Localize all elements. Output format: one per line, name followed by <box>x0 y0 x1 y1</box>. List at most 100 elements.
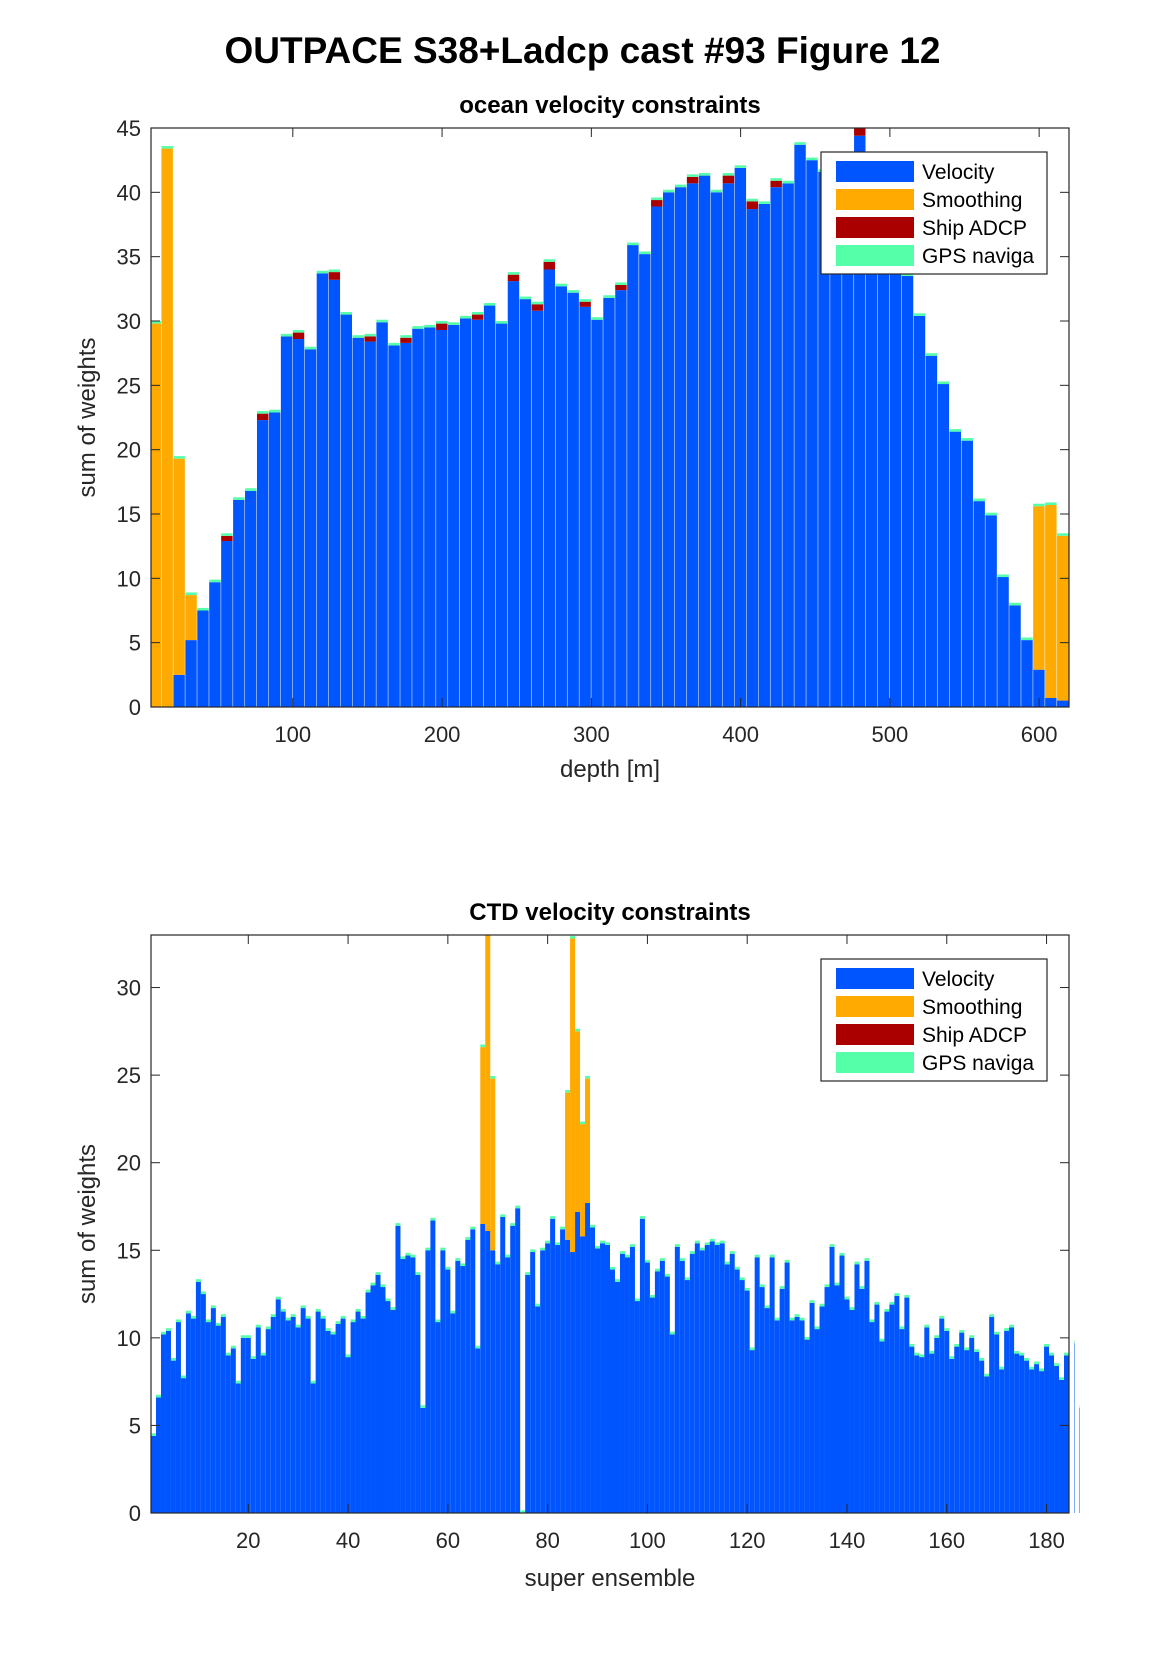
bar-velocity-124 <box>764 1308 770 1513</box>
bar-gps-naviga-64 <box>465 1237 471 1240</box>
y-tick-label: 15 <box>117 1238 141 1263</box>
bar-velocity-60 <box>445 1269 451 1513</box>
bar-gps-naviga-65 <box>470 1226 476 1230</box>
bar-gps-naviga-28 <box>471 311 484 315</box>
bar-gps-naviga-70 <box>495 1261 501 1265</box>
bar-ship-adcp-19 <box>364 336 377 342</box>
bar-velocity-166 <box>974 1351 980 1513</box>
bar-ship-adcp-25 <box>436 323 449 331</box>
bar-ship-adcp-31 <box>507 274 520 282</box>
bar-velocity-47 <box>698 175 711 707</box>
bar-velocity-9 <box>245 490 257 707</box>
bar-gps-naviga-49 <box>390 1307 396 1310</box>
bar-gps-naviga-14 <box>304 346 317 350</box>
bar-velocity-27 <box>280 1311 286 1513</box>
x-tick-label: 60 <box>436 1528 460 1553</box>
bar-gps-naviga-93 <box>610 1266 615 1270</box>
bar-gps-naviga-162 <box>954 1343 960 1347</box>
bar-velocity-50 <box>734 167 747 708</box>
bar-velocity-100 <box>644 1262 650 1513</box>
bar-gps-naviga-5 <box>197 607 210 611</box>
bar-velocity-32 <box>305 1318 311 1513</box>
bar-velocity-114 <box>714 1245 720 1513</box>
bar-velocity-138 <box>834 1285 840 1513</box>
bar-gps-naviga-186 <box>1073 1340 1075 1344</box>
bar-gps-naviga-38 <box>335 1321 341 1324</box>
bar-gps-naviga-31 <box>300 1305 306 1309</box>
bar-velocity-31 <box>300 1308 306 1513</box>
bar-velocity-118 <box>734 1269 740 1513</box>
bar-velocity-176 <box>1024 1360 1030 1513</box>
bar-velocity-110 <box>694 1243 700 1513</box>
bar-velocity-56 <box>806 160 819 707</box>
bar-gps-naviga-51 <box>400 1256 406 1260</box>
x-tick-label: 100 <box>274 722 311 747</box>
legend-swatch-smoothing <box>836 996 914 1017</box>
top-y-axis-label: sum of weights <box>74 337 101 497</box>
bar-velocity-94 <box>614 1281 620 1513</box>
bar-gps-naviga-82 <box>555 1242 561 1246</box>
bar-velocity-4 <box>165 1330 171 1513</box>
bar-gps-naviga-104 <box>664 1273 670 1277</box>
bar-gps-naviga-1 <box>151 1433 156 1436</box>
bar-gps-naviga-59 <box>440 1247 446 1251</box>
bar-velocity-76 <box>1045 697 1058 707</box>
bar-gps-naviga-108 <box>684 1277 690 1281</box>
bar-gps-naviga-50 <box>395 1223 401 1226</box>
bar-gps-naviga-48 <box>385 1298 391 1302</box>
bar-gps-naviga-167 <box>979 1357 985 1361</box>
bar-velocity-34 <box>543 269 556 707</box>
bar-velocity-7 <box>180 1378 186 1513</box>
bar-velocity-134 <box>814 1329 820 1513</box>
bar-velocity-10 <box>256 420 269 707</box>
x-tick-label: 120 <box>729 1528 766 1553</box>
bar-velocity-108 <box>684 1280 690 1513</box>
bar-gps-naviga-54 <box>415 1272 421 1275</box>
bar-gps-naviga-157 <box>929 1350 935 1354</box>
bar-gps-naviga-7 <box>180 1375 186 1379</box>
bar-gps-naviga-141 <box>849 1307 855 1310</box>
bar-ship-adcp-22 <box>400 337 413 343</box>
bar-gps-naviga-42 <box>355 1308 361 1312</box>
bar-gps-naviga-44 <box>365 1289 371 1293</box>
bar-gps-naviga-72 <box>997 574 1010 578</box>
bar-gps-naviga-50 <box>734 165 747 168</box>
bar-gps-naviga-40 <box>615 282 628 285</box>
bar-gps-naviga-36 <box>567 290 580 293</box>
bar-gps-naviga-41 <box>350 1319 356 1323</box>
legend-swatch-velocity <box>836 161 914 182</box>
bar-gps-naviga-69 <box>490 1075 496 1079</box>
bar-gps-naviga-35 <box>320 1315 326 1319</box>
bar-gps-naviga-100 <box>644 1259 650 1263</box>
bar-velocity-171 <box>999 1369 1005 1513</box>
bar-gps-naviga-178 <box>1034 1361 1040 1365</box>
bar-velocity-23 <box>260 1355 266 1513</box>
bar-velocity-18 <box>352 337 365 707</box>
bar-gps-naviga-164 <box>964 1347 970 1351</box>
bar-gps-naviga-9 <box>190 1315 196 1319</box>
bar-velocity-115 <box>719 1243 725 1513</box>
bar-gps-naviga-32 <box>519 296 532 300</box>
bottom-axes-box <box>150 934 1070 1514</box>
bar-velocity-164 <box>964 1350 970 1513</box>
bar-ship-adcp-37 <box>579 301 592 307</box>
bar-gps-naviga-33 <box>531 301 544 305</box>
top-chart-title: ocean velocity constraints <box>459 92 760 119</box>
bar-gps-naviga-14 <box>215 1322 221 1326</box>
bar-gps-naviga-13 <box>292 330 305 333</box>
bar-velocity-36 <box>325 1330 331 1513</box>
bar-velocity-16 <box>328 279 341 707</box>
bar-gps-naviga-134 <box>814 1326 820 1330</box>
legend-label: Smoothing <box>922 189 1022 212</box>
bar-velocity-128 <box>784 1262 790 1513</box>
bar-velocity-148 <box>884 1311 890 1513</box>
bar-gps-naviga-7 <box>221 533 234 536</box>
bar-gps-naviga-153 <box>909 1343 915 1347</box>
bar-smoothing-1 <box>151 323 162 707</box>
bar-smoothing-67 <box>480 1047 486 1224</box>
bar-velocity-2 <box>155 1397 161 1513</box>
bar-gps-naviga-20 <box>376 319 389 323</box>
bar-gps-naviga-69 <box>961 438 974 441</box>
bar-velocity-151 <box>899 1329 905 1513</box>
bar-gps-naviga-36 <box>325 1328 331 1331</box>
